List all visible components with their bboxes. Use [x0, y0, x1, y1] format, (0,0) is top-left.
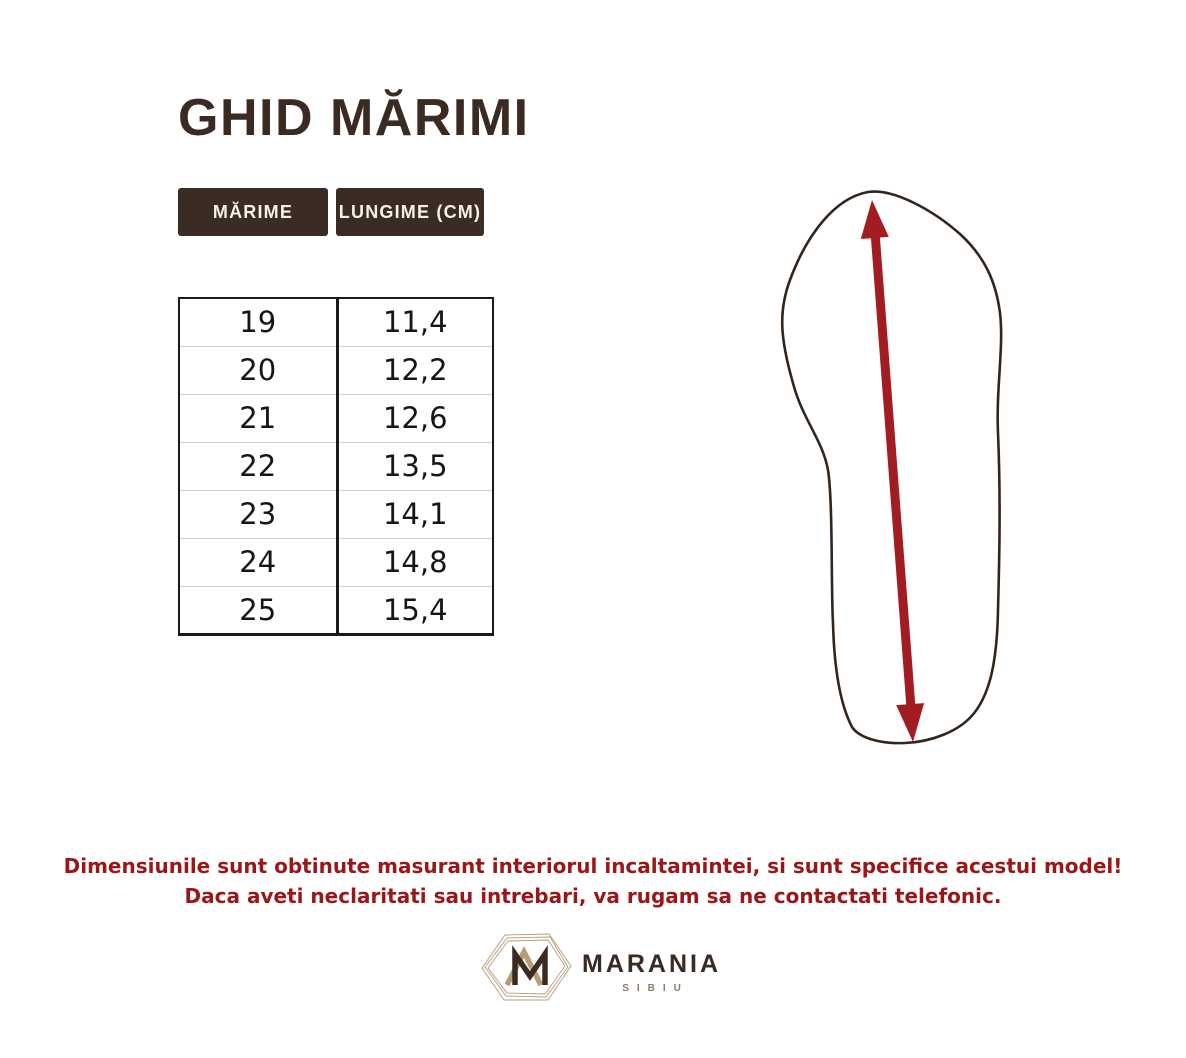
length-arrow-head-top: [860, 200, 889, 239]
table-header-row: MĂRIME LUNGIME (CM): [178, 188, 484, 236]
table-row: 23 14,1: [179, 489, 493, 538]
logo-hexagon-outer: [481, 933, 572, 1001]
logo-hexagon-inner: [487, 939, 566, 995]
length-cell: 15,4: [337, 585, 493, 634]
brand-logo-icon: [481, 933, 572, 1001]
foot-outline-diagram: [780, 190, 1003, 745]
table-row: 24 14,8: [179, 537, 493, 586]
size-cell: 24: [179, 537, 339, 586]
length-arrow-shaft: [870, 231, 916, 709]
column-header-size: MĂRIME: [178, 188, 328, 236]
column-header-length: LUNGIME (CM): [336, 188, 484, 236]
brand-footer: MARANIA SIBIU: [480, 928, 721, 1010]
notes-block: Dimensiunile sunt obtinute masurant inte…: [0, 851, 1186, 911]
length-cell: 14,8: [337, 537, 493, 586]
page-title: GHID MĂRIMI: [178, 89, 530, 147]
table-row: 20 12,2: [179, 345, 493, 394]
logo-monogram-m: [512, 945, 548, 985]
table-row: 21 12,6: [179, 393, 493, 442]
logo-hexagon-middle: [484, 936, 569, 998]
length-cell: 11,4: [382, 305, 448, 340]
size-cell: 21: [179, 393, 339, 442]
length-cell: 12,6: [337, 393, 493, 442]
table-row: 25 15,4: [179, 585, 493, 634]
table-row: 19 11,4: [179, 298, 493, 346]
size-cell: 19: [179, 298, 339, 346]
brand-name: MARANIA: [582, 950, 722, 978]
brand-wordmark: MARANIA SIBIU: [582, 950, 721, 994]
brand-city: SIBIU: [622, 983, 689, 994]
note-line-1: Dimensiunile sunt obtinute masurant inte…: [63, 854, 1123, 878]
size-cell: 22: [179, 441, 339, 490]
size-cell: 23: [179, 489, 339, 538]
length-cell: 14,1: [337, 489, 493, 538]
size-cell: 25: [179, 585, 339, 634]
size-cell: 20: [179, 345, 339, 394]
size-table-body: 19 11,4 20 12,2 21 12,6 22 13,5 23 14,1 …: [179, 298, 493, 634]
length-cell: 13,5: [337, 441, 493, 490]
length-cell: 12,2: [337, 345, 493, 394]
foot-sole-outline: [780, 190, 1003, 745]
length-arrow-head-bottom: [896, 703, 925, 742]
size-table: 19 11,4 20 12,2 21 12,6 22 13,5 23 14,1 …: [178, 297, 494, 636]
table-row: 22 13,5: [179, 441, 493, 490]
note-line-2: Daca aveti neclaritati sau intrebari, va…: [184, 884, 1002, 908]
